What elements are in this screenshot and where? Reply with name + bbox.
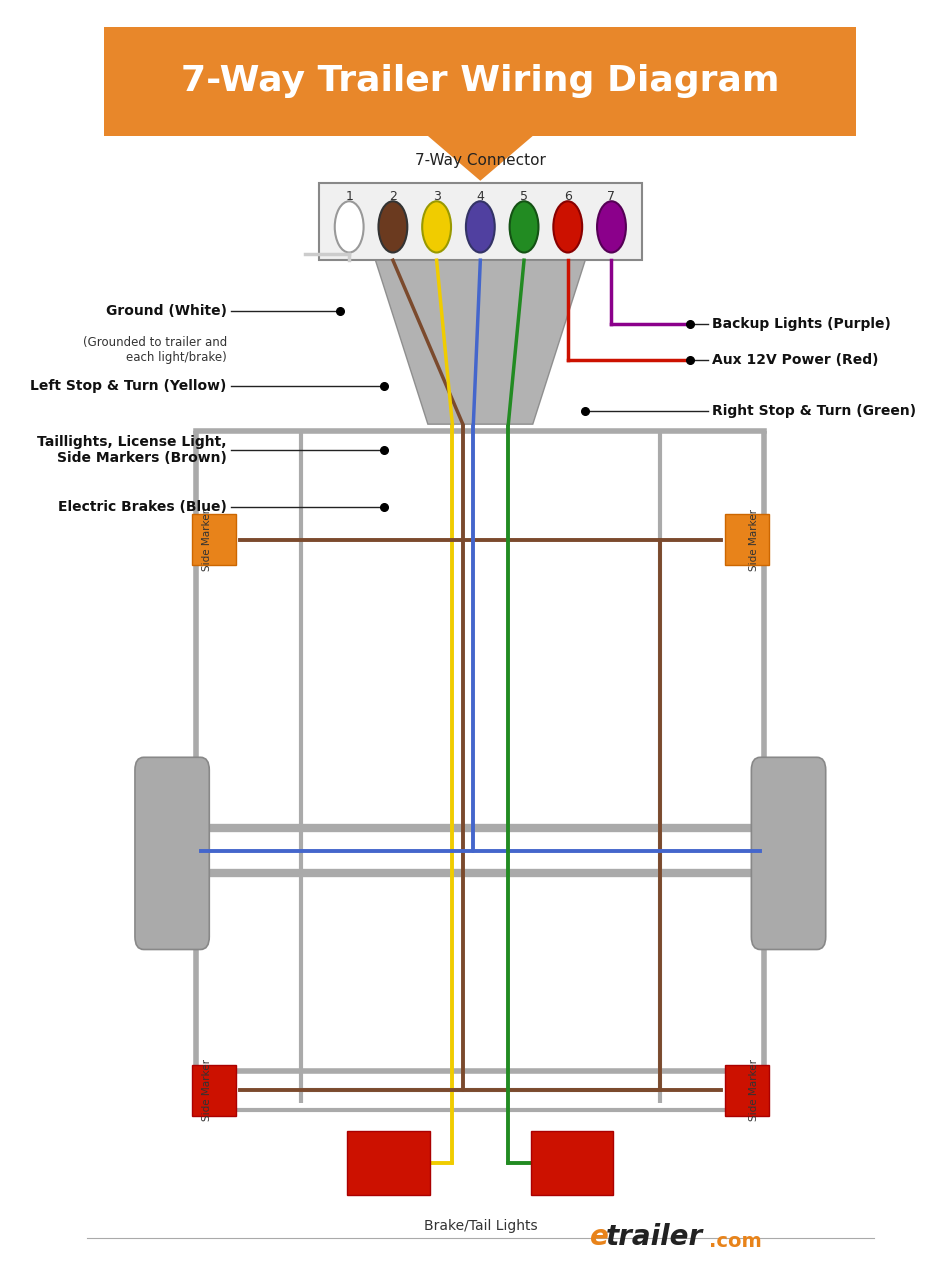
Ellipse shape [553,202,582,253]
Text: Backup Lights (Purple): Backup Lights (Purple) [712,317,891,331]
Bar [531,1131,614,1195]
Text: 7-Way Connector: 7-Way Connector [415,153,545,168]
Text: Electric Brakes (Blue): Electric Brakes (Blue) [58,501,227,515]
Polygon shape [375,261,585,424]
Text: Ground (White): Ground (White) [105,304,227,318]
FancyBboxPatch shape [135,758,209,949]
Text: Right Stop & Turn (Green): Right Stop & Turn (Green) [712,404,916,419]
Text: .com: .com [710,1231,762,1251]
Ellipse shape [334,202,364,253]
Bar [192,514,236,565]
Text: 2: 2 [389,190,397,203]
Ellipse shape [597,202,626,253]
Ellipse shape [378,202,408,253]
FancyBboxPatch shape [751,758,826,949]
Text: 7: 7 [607,190,616,203]
Text: Brake/Tail Lights: Brake/Tail Lights [424,1219,537,1233]
Text: 7-Way Trailer Wiring Diagram: 7-Way Trailer Wiring Diagram [181,64,780,99]
Text: Left Stop & Turn (Yellow): Left Stop & Turn (Yellow) [30,379,227,393]
Ellipse shape [466,202,495,253]
Bar [348,1131,429,1195]
Polygon shape [428,136,533,181]
Ellipse shape [509,202,539,253]
Text: 4: 4 [476,190,484,203]
Text: 6: 6 [564,190,572,203]
Text: e: e [590,1222,609,1251]
Bar [318,184,642,261]
Bar [725,514,769,565]
Text: Side Marker: Side Marker [201,508,212,570]
Bar [725,1064,769,1116]
Text: Side Marker: Side Marker [749,508,759,570]
Text: Taillights, License Light,
Side Markers (Brown): Taillights, License Light, Side Markers … [37,435,227,465]
Text: Aux 12V Power (Red): Aux 12V Power (Red) [712,353,879,367]
Text: Side Marker: Side Marker [749,1059,759,1121]
Text: 3: 3 [432,190,441,203]
Ellipse shape [422,202,451,253]
Text: (Grounded to trailer and
each light/brake): (Grounded to trailer and each light/brak… [83,336,227,363]
Text: trailer: trailer [606,1222,703,1251]
Text: 1: 1 [345,190,353,203]
Bar [104,27,856,136]
Text: Side Marker: Side Marker [201,1059,212,1121]
Bar [192,1064,236,1116]
Text: 5: 5 [520,190,528,203]
